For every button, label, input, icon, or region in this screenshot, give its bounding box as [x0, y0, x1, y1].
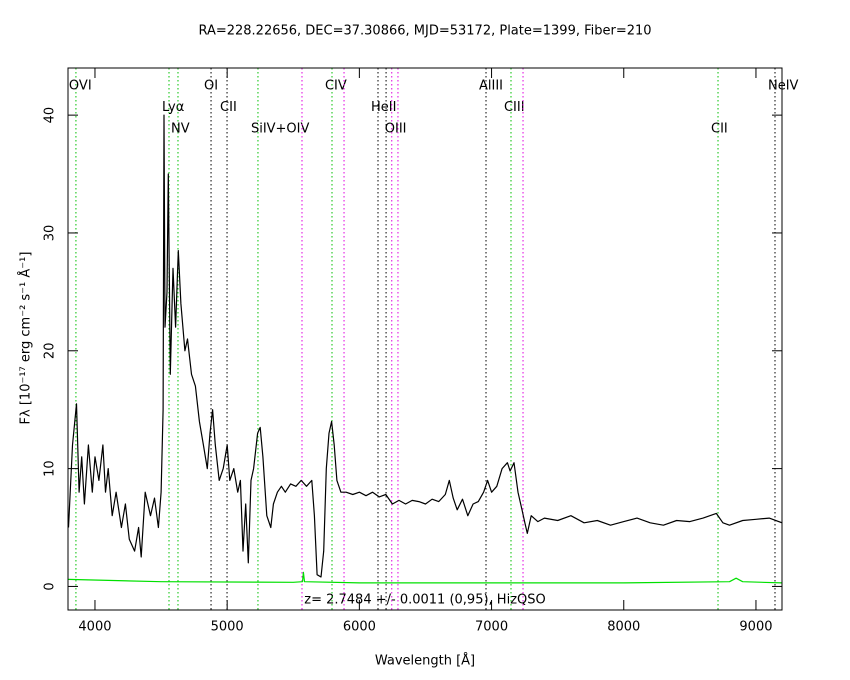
- y-tick-label: 0: [43, 582, 58, 590]
- line-label: HeII: [371, 100, 396, 115]
- chart-title: RA=228.22656, DEC=37.30866, MJD=53172, P…: [198, 24, 651, 39]
- line-label: NeIV: [768, 79, 799, 94]
- y-tick-label: 40: [43, 107, 58, 124]
- line-label: CIII: [504, 100, 525, 115]
- y-tick-label: 30: [43, 225, 58, 242]
- line-label: AlIII: [479, 79, 503, 94]
- x-tick-label: 7000: [475, 620, 508, 635]
- x-tick-label: 8000: [607, 620, 640, 635]
- y-tick-label: 10: [43, 460, 58, 477]
- spectrum-line: [68, 571, 782, 584]
- y-tick-label: 20: [43, 343, 58, 360]
- line-label: OIII: [385, 122, 407, 137]
- line-label: SiIV+OIV: [251, 122, 310, 137]
- line-label: NV: [171, 122, 190, 137]
- x-tick-label: 4000: [78, 620, 111, 635]
- line-label: CII: [711, 122, 728, 137]
- line-label: OI: [204, 79, 218, 94]
- spectrum-line: [68, 114, 782, 578]
- annotation: z= 2.7484 +/- 0.0011 (0,95), HizQSO: [304, 593, 545, 608]
- line-label: CII: [220, 100, 237, 115]
- y-axis-label: Fλ [10⁻¹⁷ erg cm⁻² s⁻¹ Å⁻¹]: [18, 252, 34, 425]
- plot-frame: [67, 67, 783, 611]
- x-tick-label: 5000: [211, 620, 244, 635]
- x-tick-label: 9000: [739, 620, 772, 635]
- x-tick-label: 6000: [343, 620, 376, 635]
- line-label: OVI: [69, 79, 92, 94]
- line-label: CIV: [325, 79, 347, 94]
- x-axis-label: Wavelength [Å]: [375, 653, 475, 669]
- line-label: Lyα: [162, 100, 184, 115]
